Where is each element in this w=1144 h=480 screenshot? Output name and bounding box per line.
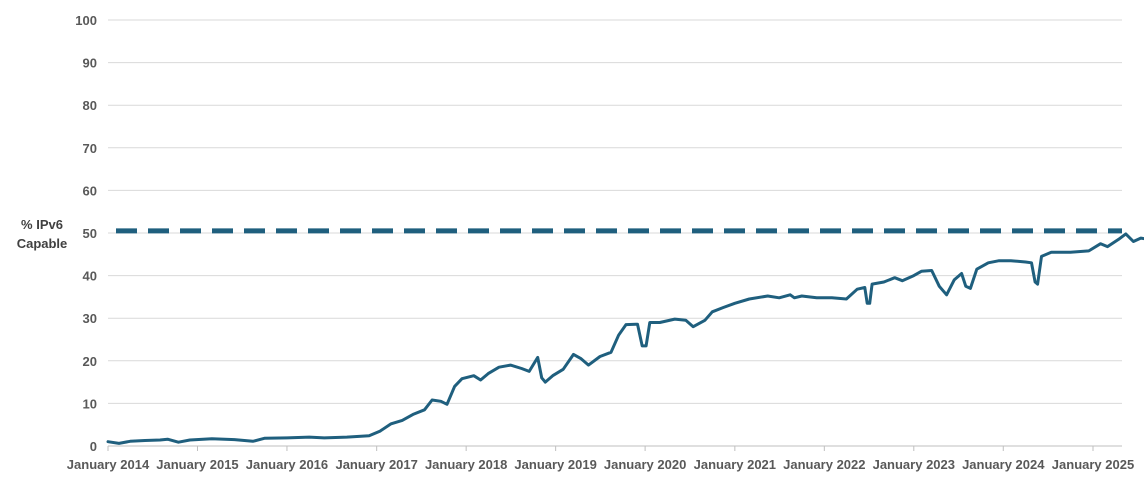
y-tick-label: 10 — [83, 396, 97, 411]
y-axis-label-line-1: % IPv6 — [21, 217, 63, 232]
x-tick-label: January 2017 — [335, 457, 417, 472]
x-tick-label: January 2022 — [783, 457, 865, 472]
x-tick-label: January 2024 — [962, 457, 1045, 472]
x-tick-label: January 2016 — [246, 457, 328, 472]
y-tick-label: 70 — [83, 141, 97, 156]
x-tick-label: January 2020 — [604, 457, 686, 472]
x-tick-label: January 2019 — [514, 457, 596, 472]
y-tick-label: 0 — [90, 439, 97, 454]
y-tick-label: 90 — [83, 56, 97, 71]
x-tick-label: January 2023 — [873, 457, 955, 472]
x-axis-tick-labels: January 2014 January 2015 January 2016 Janu… — [67, 446, 1134, 472]
y-tick-label: 40 — [83, 269, 97, 284]
x-tick-label: January 2018 — [425, 457, 507, 472]
x-tick-label: January 2021 — [694, 457, 776, 472]
y-tick-label: 100 — [75, 13, 97, 28]
y-tick-label: 50 — [83, 226, 97, 241]
x-tick-label: January 2015 — [156, 457, 238, 472]
y-axis-tick-labels: 0 10 20 30 40 50 60 70 80 90 100 — [75, 13, 97, 454]
y-tick-label: 30 — [83, 311, 97, 326]
series-line-ipv6-capable — [108, 234, 1144, 444]
x-tick-label: January 2014 — [67, 457, 150, 472]
x-tick-label: January 2025 — [1052, 457, 1134, 472]
y-tick-label: 60 — [83, 183, 97, 198]
y-axis-label: % IPv6 Capable — [17, 217, 68, 251]
y-tick-label: 80 — [83, 98, 97, 113]
y-axis-label-line-2: Capable — [17, 236, 68, 251]
y-tick-label: 20 — [83, 354, 97, 369]
